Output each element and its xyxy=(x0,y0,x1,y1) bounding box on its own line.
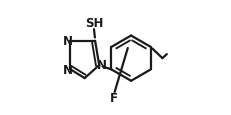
Text: N: N xyxy=(62,34,72,47)
Text: F: F xyxy=(109,91,117,104)
Text: N: N xyxy=(96,59,106,72)
Text: SH: SH xyxy=(84,17,103,29)
Text: N: N xyxy=(62,64,72,77)
